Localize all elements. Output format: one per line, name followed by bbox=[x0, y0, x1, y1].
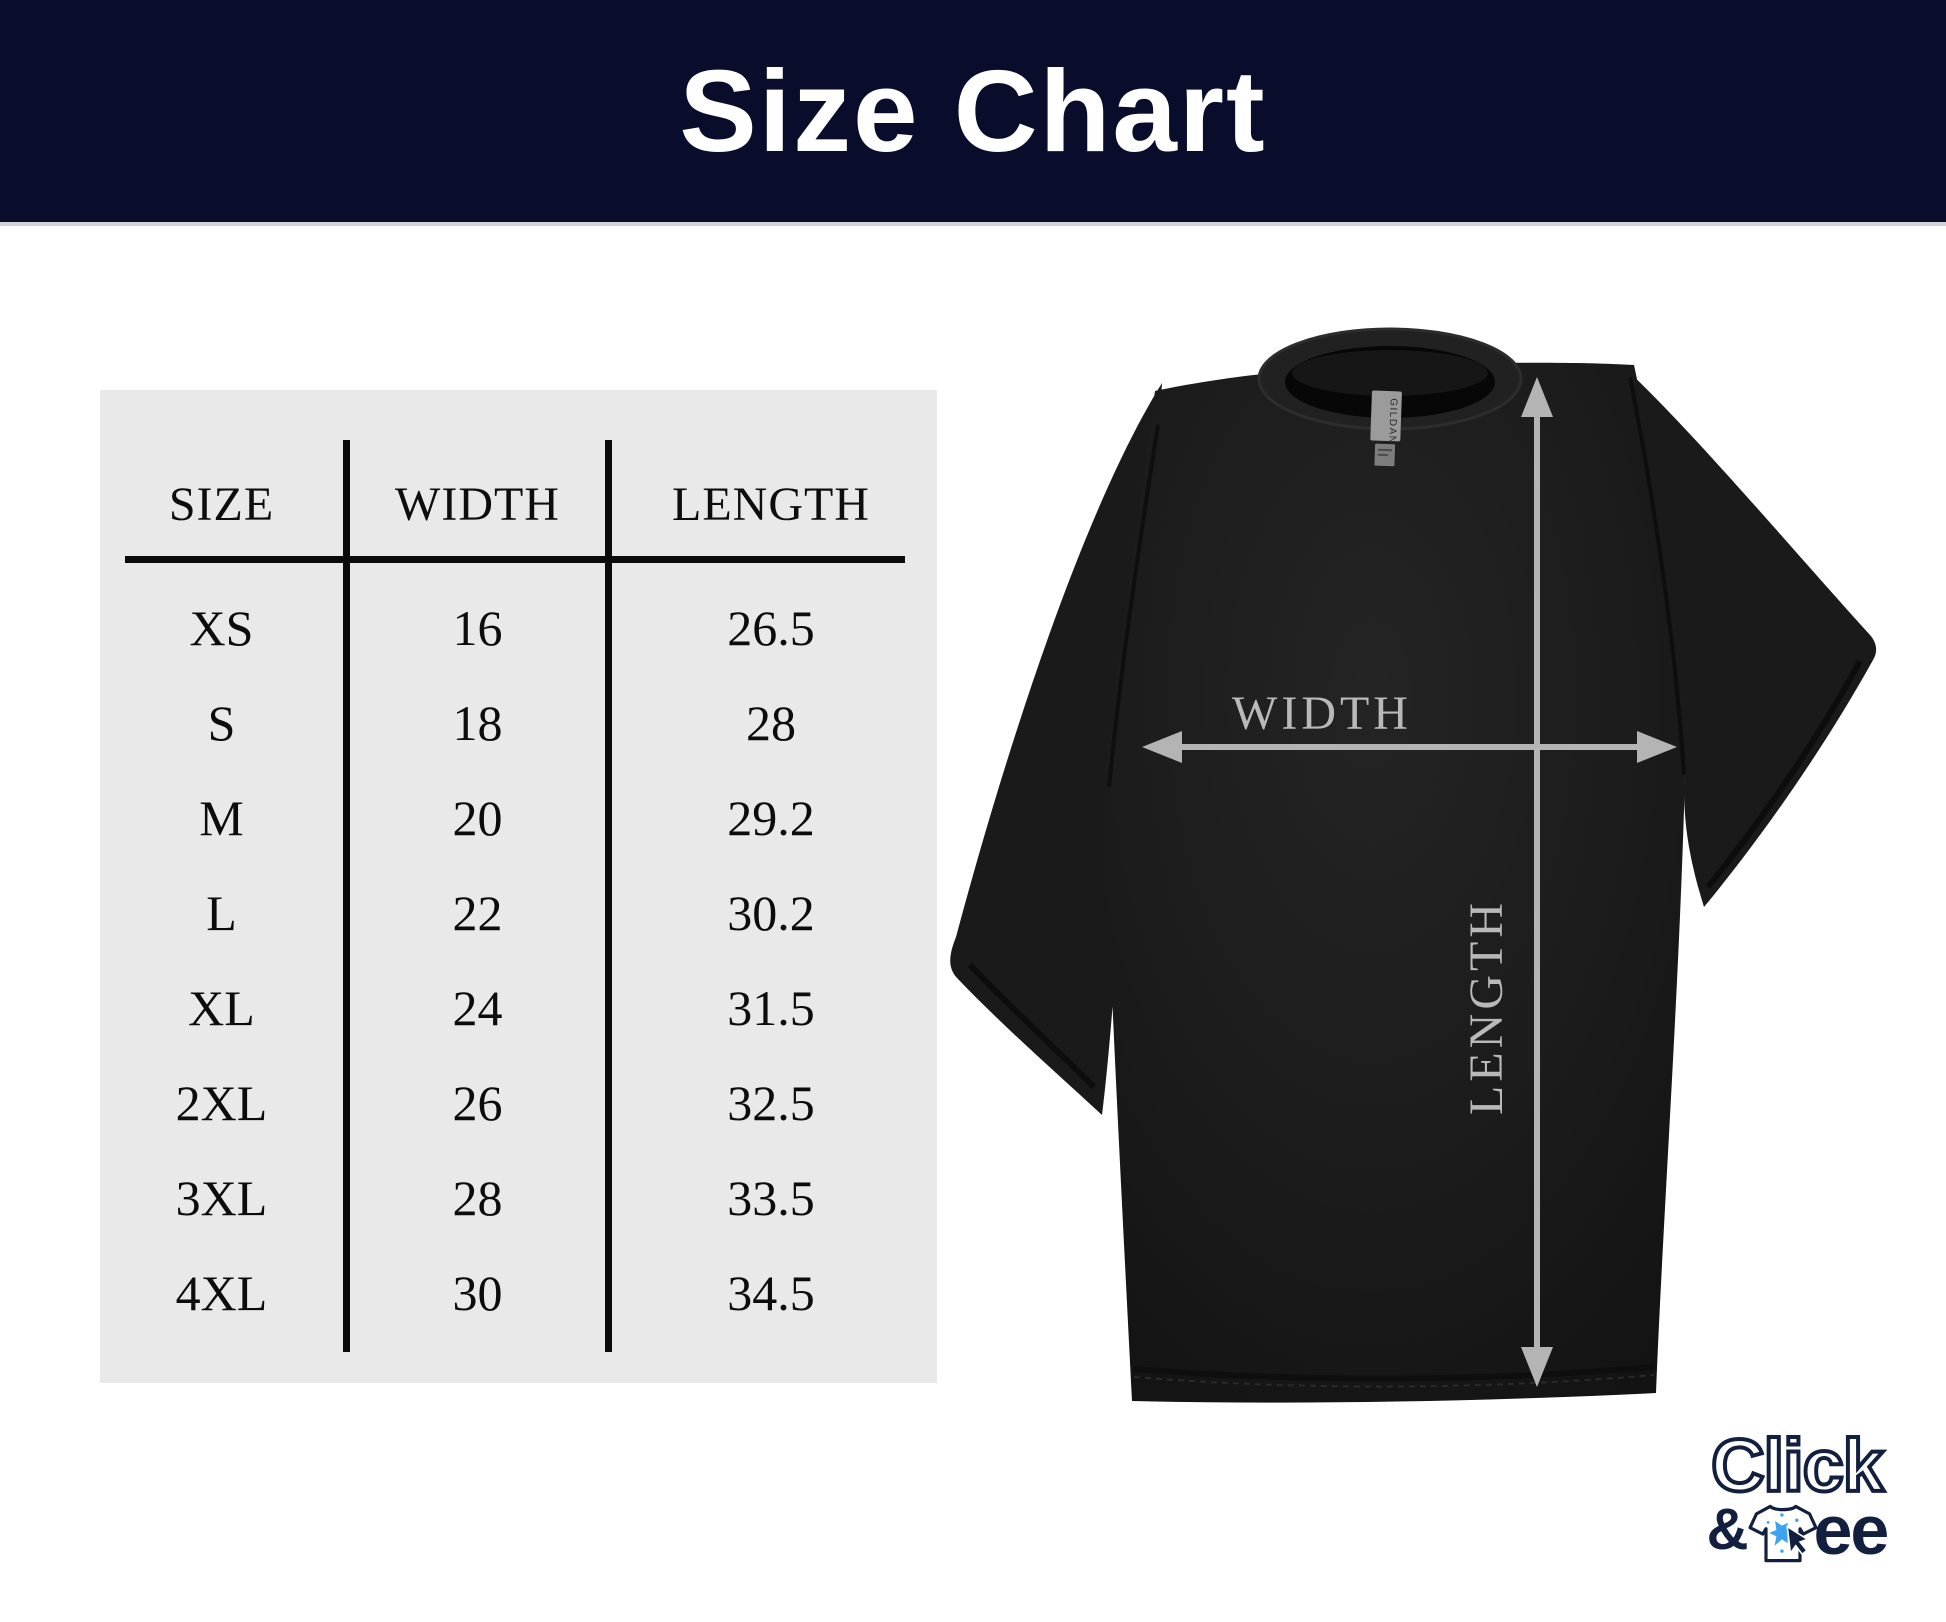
column-header-length: LENGTH bbox=[672, 478, 870, 531]
tshirt-collar bbox=[1257, 327, 1523, 431]
width-arrow bbox=[1142, 731, 1677, 763]
table-row: 3XL 28 33.5 bbox=[100, 1164, 937, 1232]
cell-size: 3XL bbox=[175, 1170, 268, 1226]
length-measure-label: LENGTH bbox=[1460, 899, 1513, 1115]
ink-splat bbox=[1768, 1520, 1796, 1546]
tshirt-figure: GILDAN WIDTH LENGTH bbox=[890, 325, 1900, 1443]
table-divider-vertical-1 bbox=[343, 440, 350, 1352]
cell-width: 30 bbox=[452, 1265, 503, 1321]
neck-tag: GILDAN bbox=[1370, 390, 1402, 467]
column-header-width: WIDTH bbox=[395, 478, 560, 531]
cell-length: 26.5 bbox=[727, 600, 815, 656]
cell-size: XL bbox=[188, 980, 255, 1036]
cell-width: 28 bbox=[452, 1170, 503, 1226]
cell-size: L bbox=[206, 885, 237, 941]
size-table: SIZE WIDTH LENGTH XS 16 26.5 S 18 28 M 2… bbox=[100, 390, 937, 1383]
tshirt-right-sleeve bbox=[1626, 369, 1877, 907]
table-row: L 22 30.2 bbox=[100, 879, 937, 947]
cell-width: 22 bbox=[452, 885, 503, 941]
cell-width: 18 bbox=[452, 695, 503, 751]
cell-size: S bbox=[207, 695, 236, 751]
table-divider-vertical-2 bbox=[605, 440, 612, 1352]
width-measure-label: WIDTH bbox=[1232, 687, 1412, 740]
width-arrowhead-left bbox=[1142, 731, 1182, 763]
cell-length: 34.5 bbox=[727, 1265, 815, 1321]
length-arrow bbox=[1521, 377, 1553, 1387]
cell-size: XS bbox=[189, 600, 254, 656]
cell-length: 29.2 bbox=[727, 790, 815, 846]
logo-row2: & ee bbox=[1672, 1490, 1922, 1570]
logo-ampersand: & bbox=[1706, 1497, 1749, 1562]
cell-width: 16 bbox=[452, 600, 503, 656]
cell-size: M bbox=[199, 790, 244, 846]
column-header-size: SIZE bbox=[168, 478, 275, 531]
cell-width: 26 bbox=[452, 1075, 503, 1131]
cell-width: 20 bbox=[452, 790, 503, 846]
cell-size: 4XL bbox=[175, 1265, 268, 1321]
table-row: M 20 29.2 bbox=[100, 784, 937, 852]
tshirt-illustration: GILDAN WIDTH LENGTH bbox=[950, 327, 1877, 1403]
cell-length: 28 bbox=[746, 695, 796, 751]
table-row: 2XL 26 32.5 bbox=[100, 1069, 937, 1137]
logo-tshirt-icon bbox=[1747, 1504, 1818, 1563]
header-bar: Size Chart bbox=[0, 0, 1946, 226]
cell-width: 24 bbox=[452, 980, 503, 1036]
length-arrowhead-bottom bbox=[1521, 1347, 1553, 1387]
table-row: XL 24 31.5 bbox=[100, 974, 937, 1042]
table-row: XS 16 26.5 bbox=[100, 594, 937, 662]
table-row: 4XL 30 34.5 bbox=[100, 1259, 937, 1327]
neck-tag-brand-text: GILDAN bbox=[1386, 398, 1399, 445]
tshirt-left-sleeve bbox=[950, 383, 1162, 1115]
logo-word-click: Click bbox=[1709, 1424, 1886, 1507]
cell-size: 2XL bbox=[175, 1075, 268, 1131]
logo-word-ee: ee bbox=[1813, 1491, 1890, 1569]
cell-length: 33.5 bbox=[727, 1170, 815, 1226]
length-arrowhead-top bbox=[1521, 377, 1553, 417]
table-row: S 18 28 bbox=[100, 689, 937, 757]
cursor-icon bbox=[1785, 1525, 1809, 1556]
tshirt-body bbox=[1104, 362, 1685, 1403]
cell-length: 32.5 bbox=[727, 1075, 815, 1131]
table-divider-horizontal bbox=[125, 556, 905, 563]
width-arrowhead-right bbox=[1637, 731, 1677, 763]
cell-length: 31.5 bbox=[727, 980, 815, 1036]
brand-logo: Click & ee bbox=[1672, 1424, 1922, 1608]
cell-length: 30.2 bbox=[727, 885, 815, 941]
page-title: Size Chart bbox=[679, 46, 1267, 176]
